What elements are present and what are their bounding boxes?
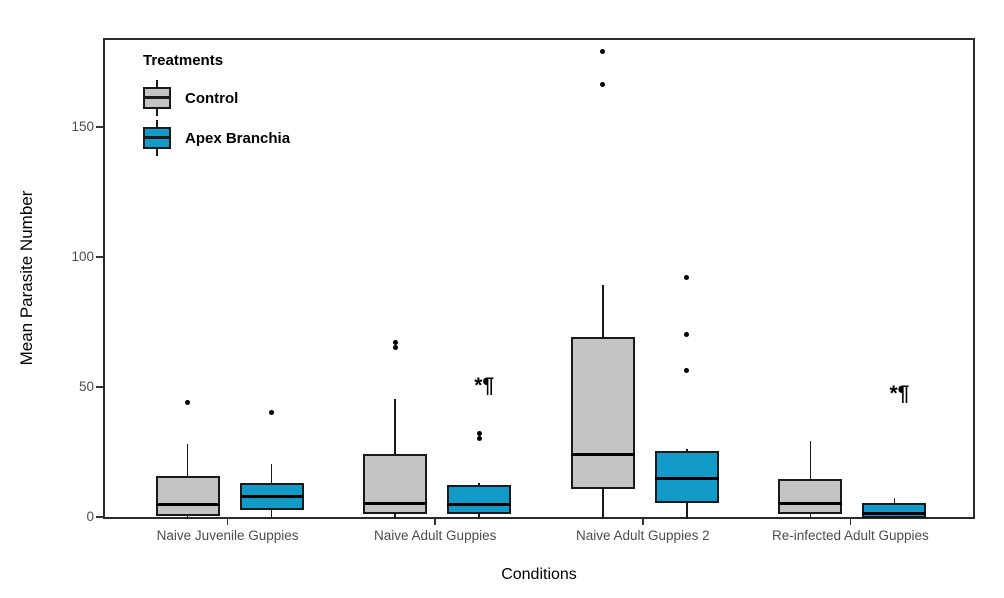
outlier-dot (684, 274, 690, 280)
legend-label-control: Control (185, 89, 239, 107)
whisker-lower (394, 513, 396, 519)
box (447, 485, 512, 514)
y-tick-label: 50 (78, 379, 94, 394)
median-line (862, 512, 927, 516)
whisker-upper (186, 443, 189, 477)
significance-annotation: *¶ (474, 374, 495, 397)
x-tick-mark (849, 519, 852, 525)
outlier-dot (684, 368, 690, 374)
x-tick-mark (642, 519, 644, 525)
y-tick-label: 150 (71, 119, 94, 134)
median-line (654, 477, 719, 481)
whisker-lower (809, 513, 812, 519)
y-tick-mark (96, 516, 103, 518)
y-tick-label: 0 (86, 509, 94, 524)
median-line (447, 503, 512, 507)
outlier-dot (600, 82, 606, 88)
whisker-lower (686, 503, 688, 519)
x-tick-label: Re-infected Adult Guppies (771, 528, 929, 543)
whisker-lower (893, 517, 896, 519)
whisker-upper (893, 498, 896, 504)
outlier-dot (600, 48, 606, 54)
whisker-upper (270, 464, 273, 483)
outlier-dot (269, 409, 275, 415)
legend-title: Treatments (143, 52, 224, 69)
y-tick-mark (96, 256, 103, 258)
legend-entry-apex-branchia: Apex Branchia (143, 118, 290, 158)
outlier-dot (392, 339, 398, 345)
outlier-dot (185, 399, 191, 405)
whisker-lower (186, 516, 189, 519)
boxplot-key-glyph-apex (143, 120, 171, 156)
box (155, 476, 220, 517)
box (862, 503, 927, 518)
median-line (570, 452, 635, 456)
x-tick-mark (226, 519, 229, 525)
plot-panel (103, 38, 975, 519)
x-tick-mark (434, 519, 436, 525)
median-line (778, 501, 843, 505)
y-axis-title: Mean Parasite Number (17, 190, 36, 366)
y-tick-mark (96, 126, 103, 128)
outlier-dot (476, 435, 482, 441)
median-line (239, 495, 304, 499)
legend-entry-control: Control (143, 78, 290, 118)
legend: Treatments Control Apex Branchia (143, 52, 290, 158)
outlier-dot (684, 331, 690, 337)
whisker-upper (809, 441, 812, 479)
whisker-lower (478, 513, 480, 519)
whisker-lower (602, 489, 604, 519)
x-tick-label: Naive Adult Guppies 2 (576, 528, 710, 543)
key-median-line (143, 96, 171, 99)
key-median-line (143, 136, 171, 139)
y-tick-label: 100 (71, 249, 94, 264)
y-tick-mark (96, 386, 103, 388)
whisker-lower (270, 509, 273, 519)
outlier-dot (392, 344, 398, 350)
outlier-dot (476, 430, 482, 436)
whisker-upper (602, 285, 604, 337)
x-tick-label: Naive Juvenile Guppies (156, 528, 299, 543)
whisker-upper (686, 448, 688, 452)
whisker-upper (394, 399, 396, 454)
box (570, 337, 635, 490)
significance-annotation: *¶ (889, 381, 910, 405)
x-tick-label: Naive Adult Guppies (374, 528, 497, 543)
whisker-upper (478, 482, 480, 486)
median-line (363, 501, 428, 505)
boxplot-key-glyph-control (143, 80, 171, 116)
box (778, 478, 843, 514)
x-axis-title: Conditions (501, 566, 577, 583)
median-line (155, 503, 220, 507)
legend-label-apex-branchia: Apex Branchia (185, 129, 291, 147)
